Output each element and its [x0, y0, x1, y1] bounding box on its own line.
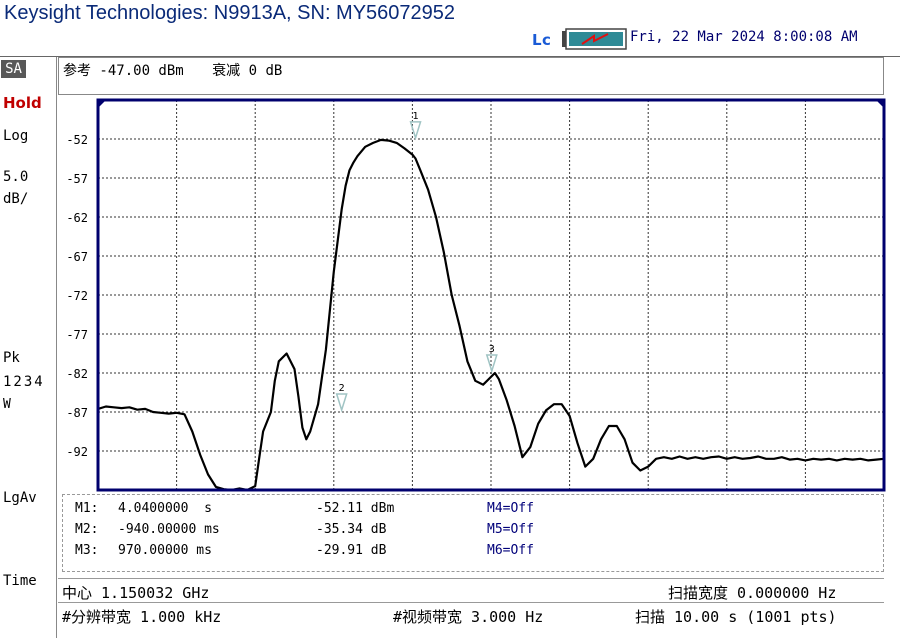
mode-badge[interactable]: SA: [1, 60, 26, 78]
lan-icon: L c: [532, 31, 551, 49]
divider: [0, 56, 900, 57]
settings-row-2: #分辨带宽 1.000 kHz #视频带宽 3.000 Hz 扫描 10.00 …: [58, 602, 884, 633]
frame-corner: [876, 100, 884, 108]
y-tick-label: -57: [66, 172, 88, 186]
chart-markers: 1 2 3: [335, 111, 498, 413]
left-panel: [0, 57, 57, 638]
span[interactable]: 扫描宽度 0.000000 Hz: [668, 584, 837, 602]
reference-level[interactable]: 参考 -47.00 dBm: [63, 63, 184, 79]
y-tick-label: -87: [66, 406, 88, 420]
spectrum-chart[interactable]: -52 -57 -62 -67 -72 -77 -82 -87 -92 1 2 3: [58, 96, 890, 494]
averaging-type: LgAv: [3, 490, 37, 506]
detector: Pk: [3, 350, 20, 366]
marker-y: -52.11 dBm: [316, 501, 395, 516]
y-tick-label: -82: [66, 367, 88, 381]
video-bandwidth[interactable]: #视频带宽 3.000 Hz: [393, 608, 544, 626]
y-tick-label: -62: [66, 211, 88, 225]
marker-x: 4.0400000 s: [118, 501, 212, 516]
svg-text:c: c: [542, 31, 551, 49]
marker-label: M2:: [75, 522, 99, 537]
hold-indicator: Hold: [3, 94, 42, 112]
datetime: Fri, 22 Mar 2024 8:00:08 AM: [630, 29, 858, 45]
scale-unit: dB/: [3, 191, 29, 207]
marker-label: M1:: [75, 501, 99, 516]
scale-value: 5.0: [3, 169, 29, 185]
frame-corner: [98, 100, 106, 108]
marker-triangle: [409, 121, 422, 141]
settings-row-1: 中心 1.150032 GHz 扫描宽度 0.000000 Hz: [58, 578, 884, 603]
plot-frame: [96, 98, 886, 492]
marker-label: 1: [413, 111, 419, 122]
y-tick-label: -67: [66, 250, 88, 264]
marker-x: -940.00000 ms: [118, 522, 220, 537]
sweep-time[interactable]: 扫描 10.00 s (1001 pts): [635, 608, 837, 626]
marker-table: M1: 4.0400000 s -52.11 dBm M4=Off M2: -940.00…: [62, 494, 884, 572]
trace-state: W: [3, 397, 11, 412]
y-tick-label: -92: [66, 445, 88, 459]
chart-grid: [98, 100, 884, 490]
marker-label: 2: [339, 383, 345, 394]
sweep-domain: Time: [3, 573, 37, 589]
reference-bar: 参考 -47.00 dBm 衰减 0 dB: [58, 57, 884, 95]
window-title: Keysight Technologies: N9913A, SN: MY560…: [4, 2, 456, 24]
y-axis-ticks: -52 -57 -62 -67 -72 -77 -82 -87 -92: [66, 133, 88, 459]
marker-x: 970.00000 ms: [118, 543, 212, 558]
attenuation[interactable]: 衰减 0 dB: [212, 63, 283, 79]
marker-label: M3:: [75, 543, 99, 558]
trace-line: [97, 138, 885, 492]
resolution-bandwidth[interactable]: #分辨带宽 1.000 kHz: [62, 608, 222, 626]
scale-type: Log: [3, 128, 29, 144]
marker-state: M5=Off: [487, 522, 534, 537]
battery-icon: [562, 28, 627, 50]
center-frequency[interactable]: 中心 1.150032 GHz: [62, 584, 210, 602]
marker-state: M4=Off: [487, 501, 534, 516]
marker-triangle: [335, 393, 348, 413]
marker-y: -35.34 dB: [316, 522, 387, 537]
y-tick-label: -52: [66, 133, 88, 147]
marker-label: 3: [489, 344, 495, 355]
marker-state: M6=Off: [487, 543, 534, 558]
trace-numbers: 1234: [3, 374, 45, 390]
svg-text:L: L: [532, 31, 542, 49]
status-icons: L c: [532, 28, 627, 50]
marker-y: -29.91 dB: [316, 543, 387, 558]
y-tick-label: -77: [66, 328, 88, 342]
y-tick-label: -72: [66, 289, 88, 303]
marker-triangle: [485, 354, 498, 374]
